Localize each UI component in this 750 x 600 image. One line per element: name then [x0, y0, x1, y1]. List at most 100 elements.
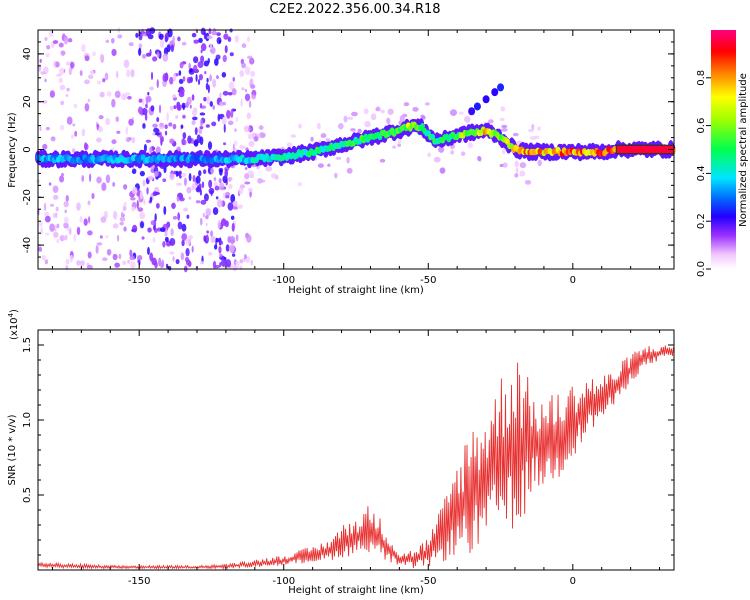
noise-blob [221, 116, 227, 126]
noise-blob [257, 177, 263, 184]
spectrogram-panel: -150 -100 -50 0 -40 -20 0 20 40 Height of strai… [7, 27, 676, 296]
noise-blob [219, 186, 225, 191]
noise-blob [169, 173, 175, 181]
noise-blob [244, 88, 248, 93]
noise-blob [125, 126, 129, 135]
x-tick-label: -150 [128, 576, 151, 587]
noise-blob [188, 235, 193, 240]
noise-blob [98, 126, 104, 133]
noise-blob [515, 167, 519, 174]
x-tick-label: -50 [420, 576, 436, 587]
snr-panel: -150 -100 -50 0 0.5 1.0 1.5 Height of straigh… [7, 309, 675, 596]
noise-blob [229, 52, 234, 57]
noise-blob [243, 125, 250, 133]
noise-blob [234, 35, 239, 43]
noise-blob [176, 104, 182, 111]
noise-blob [179, 61, 184, 69]
noise-blob [227, 202, 234, 211]
noise-blob [169, 251, 175, 255]
noise-blob [231, 88, 237, 96]
noise-blob [145, 96, 149, 105]
noise-blob [224, 168, 229, 178]
noise-blob [44, 215, 51, 223]
snr-y-ticks: 0.5 1.0 1.5 [22, 329, 674, 571]
noise-blob [501, 127, 508, 132]
noise-blob [147, 91, 150, 96]
noise-blob [265, 166, 273, 172]
noise-blob [169, 238, 176, 246]
noise-blob [127, 95, 132, 100]
noise-blob [99, 91, 105, 98]
noise-blob [199, 102, 203, 109]
spectrogram-x-axis-label: Height of straight line (km) [288, 285, 424, 296]
noise-blob [205, 215, 209, 220]
noise-blob [191, 109, 197, 117]
y-tick-label: 20 [22, 95, 33, 108]
noise-blob [226, 109, 231, 119]
noise-blob [214, 264, 221, 269]
noise-blob [128, 118, 134, 126]
noise-blob [64, 209, 67, 214]
noise-blob [112, 182, 116, 187]
noise-blob [178, 197, 185, 202]
noise-blob [216, 75, 219, 80]
snr-series-line [37, 345, 674, 571]
noise-blob [111, 139, 117, 145]
noise-blob [210, 42, 213, 50]
noise-blob [200, 55, 205, 63]
noise-blob [129, 255, 135, 261]
noise-blob [197, 61, 204, 69]
noise-blob [234, 128, 237, 132]
noise-blob [337, 122, 344, 130]
noise-blob [206, 96, 211, 105]
noise-blob [167, 28, 173, 38]
noise-blob [149, 86, 154, 91]
noise-blob [185, 259, 191, 266]
noise-blob [102, 257, 108, 262]
noise-blob [191, 183, 196, 190]
noise-blob [203, 30, 206, 40]
noise-blob [158, 33, 164, 40]
noise-blob [230, 215, 235, 220]
spectrogram-y-axis-label: Frequency (Hz) [7, 112, 18, 188]
snr-y-multiplier: (x104) [7, 309, 20, 340]
ridge-plateau [615, 144, 675, 155]
noise-blob [164, 124, 168, 130]
noise-blob [52, 194, 59, 200]
noise-blob [198, 170, 202, 177]
noise-blob [70, 61, 75, 69]
noise-blob [239, 144, 244, 150]
noise-blob [370, 113, 377, 121]
noise-blob [216, 32, 221, 37]
noise-blob [162, 73, 169, 83]
noise-blob [164, 236, 169, 243]
noise-blob [172, 256, 175, 262]
noise-blob [399, 114, 405, 122]
noise-blob [59, 84, 66, 91]
noise-blob [386, 117, 391, 125]
noise-blob [225, 195, 230, 199]
noise-blob [155, 146, 161, 155]
noise-blob [194, 127, 198, 136]
noise-blob [502, 148, 506, 155]
noise-blob [115, 116, 119, 122]
noise-blob [250, 70, 256, 77]
noise-blob [139, 221, 145, 229]
noise-blob [244, 254, 247, 260]
noise-blob [81, 174, 85, 182]
noise-blob [247, 170, 254, 175]
noise-blob [73, 233, 77, 242]
noise-blob [214, 185, 220, 191]
noise-blob [199, 112, 206, 116]
noise-blob [244, 66, 251, 76]
noise-blob [529, 135, 537, 141]
noise-blob [200, 49, 203, 54]
noise-blob [154, 261, 158, 269]
noise-blob [343, 115, 348, 123]
colorbar-gradient [711, 30, 736, 269]
noise-blob [215, 196, 219, 200]
noise-blob [52, 185, 59, 193]
noise-blob [207, 251, 213, 256]
noise-blob [162, 53, 169, 62]
noise-blob [212, 78, 217, 88]
